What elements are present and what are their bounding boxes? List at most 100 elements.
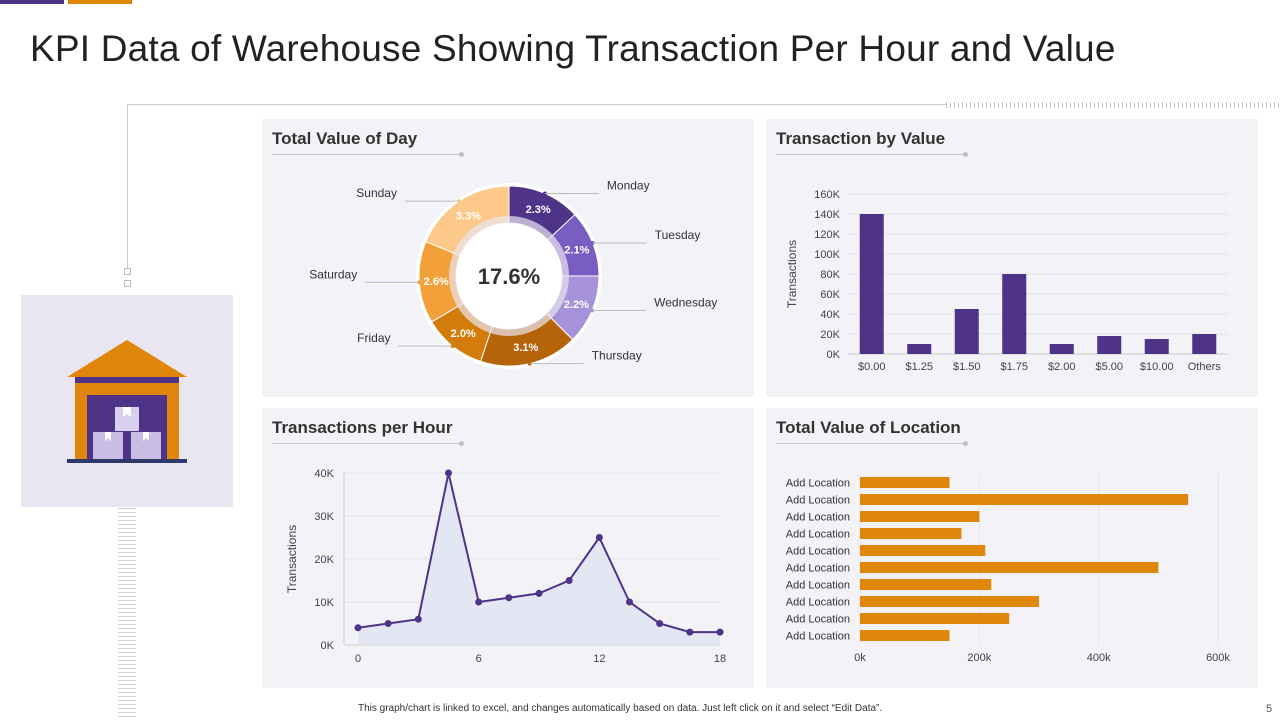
bar[interactable]	[1144, 339, 1169, 354]
y-category-label: Add Location	[786, 631, 850, 643]
y-category-label: Add Location	[786, 546, 850, 558]
panel-total-value-of-day: Total Value of Day 2.3% 2.1% 2.2% 3.1% 2.0% 2…	[262, 119, 754, 397]
line-point[interactable]	[354, 624, 362, 632]
panel-title: Transaction by Value	[776, 129, 946, 148]
bar[interactable]	[860, 528, 962, 539]
dotted-divider	[946, 102, 1280, 108]
bar[interactable]	[860, 579, 992, 590]
line-point[interactable]	[414, 615, 422, 623]
x-tick-label: 18	[714, 653, 726, 665]
y-tick-label: 20K	[820, 329, 840, 341]
y-tick-label: 120K	[814, 229, 840, 241]
bar[interactable]	[860, 545, 986, 556]
donut-value-label: 2.2%	[564, 299, 589, 311]
day-label: Friday	[357, 331, 390, 345]
line-point[interactable]	[716, 628, 724, 636]
y-tick-label: 160K	[814, 189, 840, 201]
x-tick-label: 0	[355, 653, 361, 665]
panel-transaction-by-value: Transaction by Value Transactions 0K 20K 4…	[766, 119, 1258, 397]
bar[interactable]	[859, 214, 884, 354]
y-category-label: Add Location	[786, 495, 850, 507]
x-tick-label: 0k	[854, 652, 866, 664]
x-tick-label: 12	[593, 653, 605, 665]
line-chart[interactable]: Transactions 0K 10K 20K 30K 40K 0 6 12 18	[262, 408, 754, 688]
line-point[interactable]	[505, 594, 513, 602]
donut-chart[interactable]: 2.3% 2.1% 2.2% 3.1% 2.0% 2.6% 3.3% 17.6% Monda…	[262, 119, 754, 397]
horizontal-bar-chart[interactable]: 0k 200k 400k 600k Add Location Add Location Ad…	[766, 408, 1258, 688]
footnote: This graph/chart is linked to excel, and…	[358, 703, 883, 714]
y-tick-label: 60K	[820, 289, 840, 301]
donut-value-label: 3.1%	[513, 342, 538, 354]
x-tick-label: $2.00	[1048, 361, 1076, 373]
y-tick-label: 10K	[314, 597, 334, 609]
bar[interactable]	[860, 477, 950, 488]
bar[interactable]	[860, 511, 980, 522]
x-tick-label: 400k	[1087, 652, 1111, 664]
day-label: Thursday	[592, 349, 642, 363]
bar[interactable]	[860, 613, 1010, 624]
y-tick-label: 30K	[314, 511, 334, 523]
donut-value-label: 2.6%	[424, 276, 449, 288]
donut-value-label: 2.1%	[564, 244, 589, 256]
accent-bar-orange	[68, 0, 132, 4]
accent-bar-purple	[0, 0, 64, 4]
donut-center-label: 17.6%	[478, 264, 540, 289]
bar[interactable]	[860, 596, 1039, 607]
panel-transactions-per-hour: Transactions per Hour Transactions 0K 10K…	[262, 408, 754, 688]
bar[interactable]	[1049, 344, 1074, 354]
bar[interactable]	[860, 562, 1159, 573]
bar[interactable]	[860, 630, 950, 641]
line-point[interactable]	[656, 620, 664, 627]
donut-value-label: 3.3%	[456, 210, 481, 222]
day-label: Wednesday	[654, 295, 717, 309]
warehouse-icon-box	[21, 295, 233, 507]
bar[interactable]	[954, 309, 979, 354]
line-point[interactable]	[686, 628, 694, 636]
line-point[interactable]	[475, 598, 483, 606]
bar[interactable]	[907, 344, 932, 354]
bar[interactable]	[1097, 336, 1122, 354]
x-tick-label: Others	[1188, 361, 1222, 373]
day-label: Monday	[607, 178, 650, 192]
day-label: Saturday	[309, 267, 357, 281]
page-title: KPI Data of Warehouse Showing Transactio…	[30, 28, 1116, 69]
y-category-label: Add Location	[786, 597, 850, 609]
panel-title: Total Value of Day	[272, 129, 418, 148]
line-point[interactable]	[384, 620, 392, 627]
y-axis-label: Transactions	[785, 240, 799, 308]
line-point[interactable]	[445, 469, 452, 477]
panel-divider	[776, 441, 968, 446]
decorative-stripes	[118, 508, 136, 718]
donut-hole	[456, 223, 562, 329]
x-tick-label: $1.50	[953, 361, 981, 373]
y-category-label: Add Location	[786, 512, 850, 524]
bar[interactable]	[1002, 274, 1027, 354]
y-tick-label: 100K	[814, 249, 840, 261]
bar[interactable]	[1192, 334, 1217, 354]
line-point[interactable]	[535, 589, 543, 597]
vertical-bar-chart[interactable]: Transactions 0K 20K 40K 60K 80K 100K 120K 140K 1…	[766, 119, 1258, 397]
y-category-label: Add Location	[786, 478, 850, 490]
y-tick-label: 140K	[814, 209, 840, 221]
x-tick-label: 6	[476, 653, 482, 665]
connector-node	[124, 280, 131, 287]
panel-divider	[272, 441, 464, 446]
y-tick-label: 0K	[827, 349, 841, 361]
line-point[interactable]	[565, 577, 573, 584]
x-tick-label: $5.00	[1095, 361, 1123, 373]
line-point[interactable]	[626, 598, 633, 606]
day-label: Tuesday	[655, 228, 701, 242]
warehouse-icon	[67, 340, 187, 463]
line-point[interactable]	[595, 534, 603, 541]
panel-divider	[776, 152, 968, 157]
bar[interactable]	[860, 494, 1189, 505]
connector-node	[124, 268, 131, 275]
y-category-label: Add Location	[786, 580, 850, 592]
x-tick-label: $1.75	[1000, 361, 1028, 373]
y-tick-label: 20K	[314, 554, 334, 566]
leader-dot	[527, 361, 532, 366]
y-axis-label: Transactions	[285, 525, 299, 593]
y-category-label: Add Location	[786, 614, 850, 626]
donut-value-label: 2.0%	[451, 328, 476, 340]
day-label: Sunday	[356, 186, 397, 200]
